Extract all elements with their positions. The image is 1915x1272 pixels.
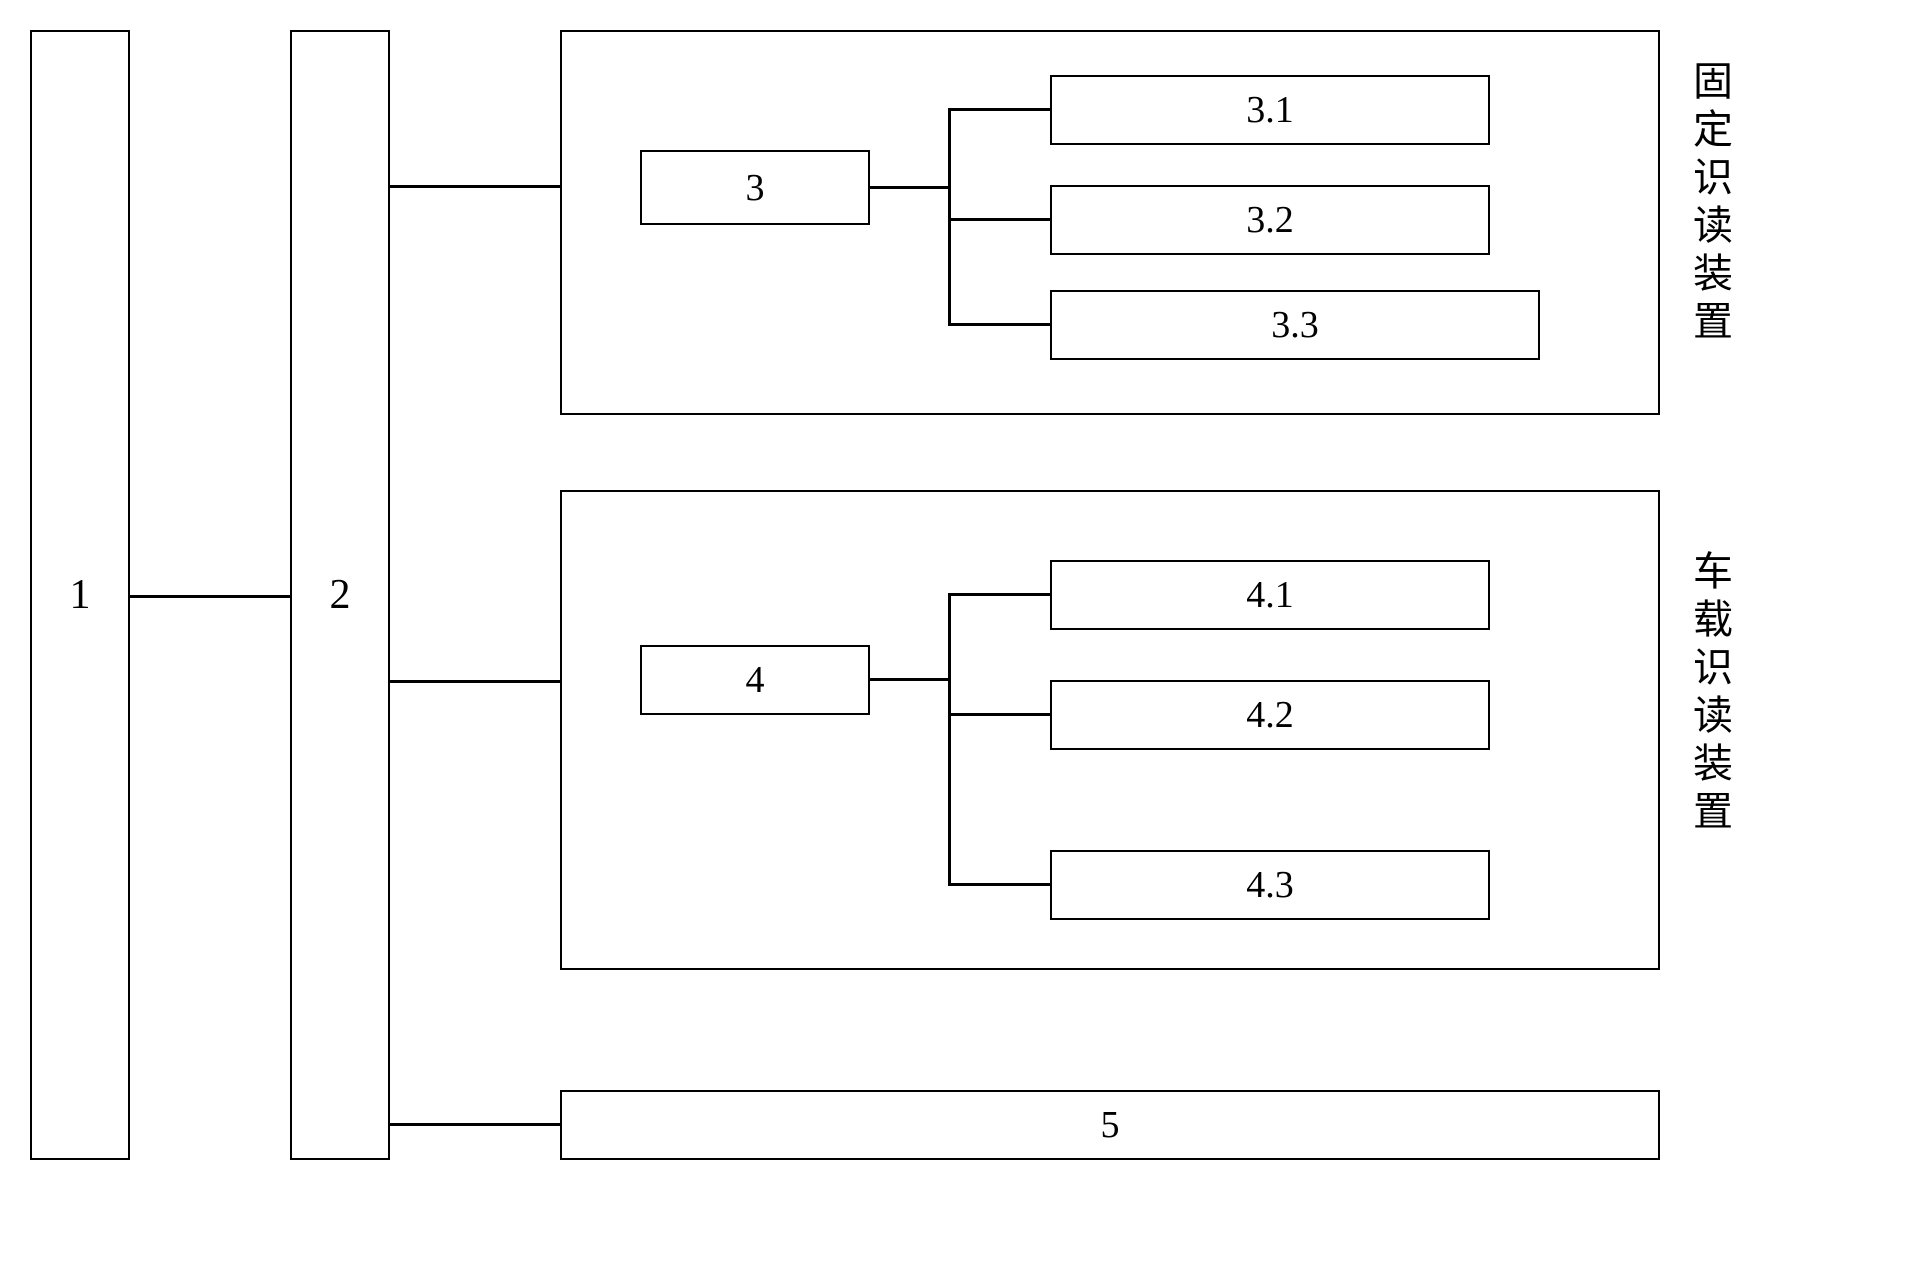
- connector-2-box5: [390, 1123, 560, 1126]
- box-4: 4: [640, 645, 870, 715]
- box-4-3: 4.3: [1050, 850, 1490, 920]
- connector-3-branch-v: [948, 108, 951, 323]
- box-5: 5: [560, 1090, 1660, 1160]
- group-vehicle-reader-label: 车载识读装置: [1680, 550, 1738, 838]
- connector-3-to-33: [948, 323, 1050, 326]
- box-2-label: 2: [330, 571, 351, 619]
- connector-1-2: [130, 595, 290, 598]
- box-3-2-label: 3.2: [1246, 198, 1294, 242]
- box-3-2: 3.2: [1050, 185, 1490, 255]
- connector-2-group4: [390, 680, 560, 683]
- box-4-label: 4: [746, 658, 765, 702]
- connector-4-branch-v: [948, 593, 951, 885]
- block-diagram: 1 2 固定识读装置 3 3.1 3.2 3.3 车载识读装置 4 4.1: [0, 0, 1915, 1272]
- box-3: 3: [640, 150, 870, 225]
- connector-3-branch-h: [870, 186, 950, 189]
- box-5-label: 5: [1101, 1103, 1120, 1147]
- connector-2-group3: [390, 185, 560, 188]
- box-3-label: 3: [746, 166, 765, 210]
- box-2: 2: [290, 30, 390, 1160]
- box-3-3-label: 3.3: [1271, 303, 1319, 347]
- connector-3-to-32: [948, 218, 1050, 221]
- box-4-3-label: 4.3: [1246, 863, 1294, 907]
- box-4-1-label: 4.1: [1246, 573, 1294, 617]
- box-4-2-label: 4.2: [1246, 693, 1294, 737]
- box-3-3: 3.3: [1050, 290, 1540, 360]
- box-4-2: 4.2: [1050, 680, 1490, 750]
- box-1: 1: [30, 30, 130, 1160]
- box-3-1: 3.1: [1050, 75, 1490, 145]
- box-3-1-label: 3.1: [1246, 88, 1294, 132]
- box-4-1: 4.1: [1050, 560, 1490, 630]
- group-fixed-reader-label: 固定识读装置: [1680, 60, 1738, 348]
- connector-3-to-31: [948, 108, 1050, 111]
- box-1-label: 1: [70, 571, 91, 619]
- connector-4-to-41: [948, 593, 1050, 596]
- connector-4-to-42: [948, 713, 1050, 716]
- connector-4-to-43: [948, 883, 1050, 886]
- connector-4-branch-h: [870, 678, 950, 681]
